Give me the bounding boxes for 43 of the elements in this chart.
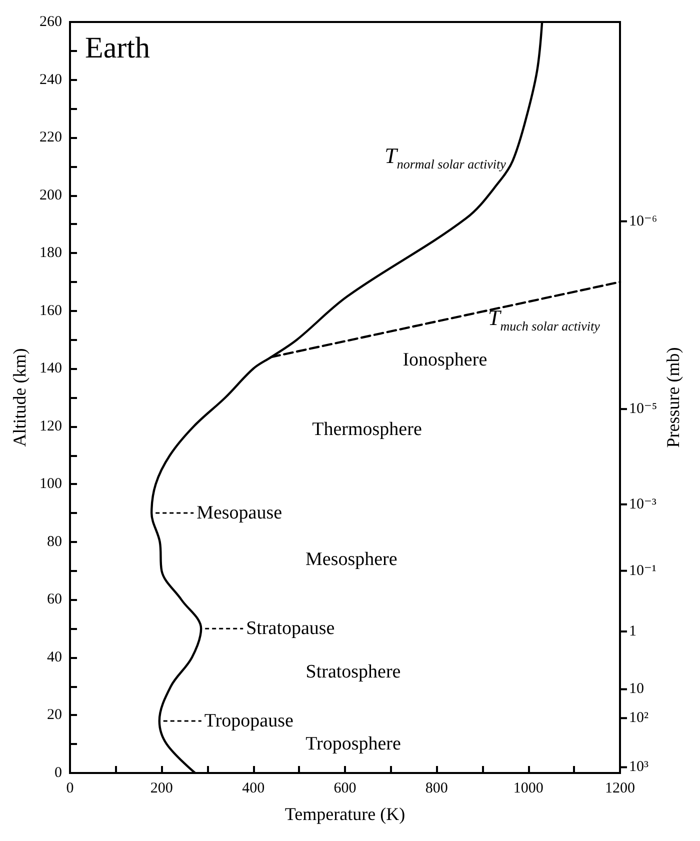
x-tick-label: 800 <box>425 780 448 796</box>
text: 10⁻³ <box>629 496 657 512</box>
x-tick-label: 600 <box>334 780 356 796</box>
y-tick-label: 0 <box>54 765 62 781</box>
y-tick-label: 220 <box>40 130 62 146</box>
y-tick-label: 260 <box>40 14 62 30</box>
annotation: Thermosphere <box>312 418 422 440</box>
text: 10² <box>629 710 649 726</box>
x-tick-label: 200 <box>150 780 173 796</box>
y-tick-label: 60 <box>47 592 62 608</box>
x-tick-label: 1200 <box>605 780 635 796</box>
y-axis-title: Altitude (km) <box>10 348 30 447</box>
text: 10⁻⁵ <box>629 401 658 418</box>
y2-axis-title: Pressure (mb) <box>663 347 683 448</box>
text: 10⁻¹ <box>629 562 656 579</box>
chart-title: Earth <box>85 32 150 64</box>
annotation: Stratopause <box>246 618 335 640</box>
y-tick-label: 240 <box>40 72 62 88</box>
y-tick-label: 180 <box>40 245 62 262</box>
text: 10 <box>629 681 644 698</box>
annotation: Stratosphere <box>306 661 401 682</box>
y-tick-label: 120 <box>40 418 62 434</box>
x-tick-label: 400 <box>242 780 265 796</box>
text: 1 <box>629 623 636 640</box>
y-tick-label: 20 <box>47 707 62 724</box>
y-tick-label: 140 <box>40 360 62 377</box>
x-axis-title: Temperature (K) <box>284 804 406 824</box>
y-tick-label: 160 <box>40 302 62 319</box>
y-tick-label: 80 <box>47 534 62 550</box>
annotation: Tropopause <box>204 710 294 732</box>
y-tick-label: 40 <box>47 649 62 666</box>
text: 10³ <box>629 759 649 776</box>
text: 10⁻⁶ <box>629 213 658 230</box>
y-tick-label: 200 <box>40 187 62 204</box>
annotation: Mesopause <box>196 502 282 524</box>
annotation: Troposphere <box>306 734 401 755</box>
x-tick-label: 0 <box>66 780 74 796</box>
y-tick-label: 100 <box>40 476 62 492</box>
annotation: T$_{much solar activity}$ <box>488 304 600 334</box>
annotation: Mesosphere <box>306 548 398 570</box>
x-tick-label: 1000 <box>513 780 544 796</box>
annotation: T$_{normal solar activity}$ <box>384 143 506 172</box>
annotation: Ionosphere <box>402 349 488 370</box>
